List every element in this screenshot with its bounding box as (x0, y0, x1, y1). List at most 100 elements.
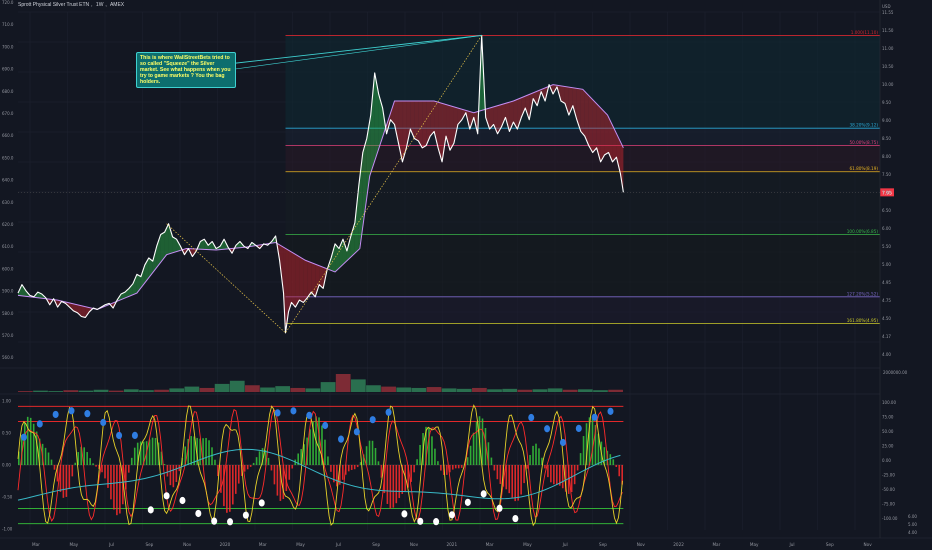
volume-bar (290, 387, 306, 392)
osc-histogram-bar (558, 465, 561, 486)
ribbon-segment (489, 106, 494, 130)
x-axis-tick: Sep (372, 542, 380, 547)
callout-pointer (227, 34, 482, 65)
volume-bar (456, 388, 472, 392)
ribbon-segment (168, 223, 173, 255)
right-axis-tick: 11.55 (882, 10, 894, 15)
osc-histogram-bar (386, 465, 389, 504)
osc-blue-dot (20, 433, 27, 441)
osc-histogram-bar (594, 425, 597, 465)
osc-histogram-bar (425, 426, 427, 465)
osc-histogram-bar (71, 465, 74, 477)
ribbon-segment (608, 117, 613, 162)
osc-histogram-bar (428, 428, 430, 465)
osc-histogram-bar (249, 465, 252, 467)
chart-header: Sprott Physical Silver Trust ETN, 1W, AM… (18, 2, 125, 8)
osc-histogram-bar (285, 465, 288, 492)
callout-pointer (227, 35, 482, 71)
exchange-label: AMEX (109, 2, 125, 8)
osc-histogram-bar (523, 465, 525, 484)
osc-histogram-bar (26, 416, 29, 465)
osc-histogram-bar (499, 465, 502, 484)
volume-bar (305, 388, 321, 392)
left-axis-tick: 570.0 (2, 333, 14, 338)
osc-histogram-bar (431, 436, 433, 465)
volume-bar (184, 386, 200, 392)
left-axis-tick: 640.0 (2, 178, 14, 183)
osc-histogram-bar (136, 442, 139, 465)
osc-white-dot (211, 517, 218, 525)
volume-bar (93, 389, 109, 392)
ribbon-segment (152, 246, 157, 273)
osc-blue-dot (385, 408, 392, 416)
osc-white-dot (448, 511, 455, 519)
left-axis-tick: 710.0 (2, 22, 14, 27)
osc-histogram-bar (466, 457, 469, 465)
ribbon-segment (402, 101, 407, 162)
ribbon-segment (81, 305, 86, 318)
volume-bar (214, 383, 230, 392)
volume-bar (593, 390, 608, 392)
osc-histogram-bar (297, 453, 300, 465)
volume-bar (577, 389, 593, 392)
ribbon-segment (370, 72, 375, 173)
osc-histogram-bar (130, 457, 133, 465)
left-axis-tick: 650.0 (2, 155, 14, 160)
osc-histogram-bar (255, 457, 258, 465)
osc-histogram-bar (83, 447, 85, 465)
osc-histogram-bar (38, 438, 41, 465)
osc-histogram-bar (151, 437, 154, 465)
ribbon-segment (331, 243, 336, 272)
osc-histogram-bar (484, 428, 487, 465)
x-axis-tick: Jul (788, 542, 794, 547)
x-axis-tick: Sep (826, 542, 834, 547)
osc-histogram-bar (104, 465, 106, 479)
x-axis-tick: Mar (486, 542, 494, 547)
osc-histogram-bar (344, 465, 347, 475)
ribbon-segment (513, 99, 518, 130)
osc-histogram-bar (181, 458, 184, 465)
ribbon-segment (497, 104, 502, 134)
annotation-callout[interactable]: This is where WallStreetBets tried to so… (136, 52, 236, 88)
osc-histogram-bar (609, 454, 612, 465)
interval-label[interactable]: 1W (95, 2, 104, 8)
osc-histogram-bar (220, 465, 222, 493)
osc-histogram-bar (237, 465, 240, 484)
osc-histogram-bar (612, 459, 615, 465)
osc-histogram-bar (505, 465, 508, 490)
right-axis-tick: 8.50 (882, 136, 891, 141)
osc-histogram-bar (582, 436, 585, 465)
osc-main-line (17, 404, 623, 527)
x-axis-tick: 2021 (446, 542, 457, 547)
x-axis-tick: Nov (183, 542, 192, 547)
osc-histogram-bar (493, 465, 496, 471)
osc-histogram-bar (508, 465, 511, 494)
ribbon-segment (533, 91, 538, 106)
fib-label: 50.00%(8.75) (849, 140, 878, 145)
fib-zone (285, 171, 881, 235)
ribbon-segment (620, 141, 624, 193)
ribbon-segment (21, 284, 26, 297)
ribbon-segment (350, 222, 355, 257)
ribbon-segment (148, 257, 153, 278)
fib-zone (285, 35, 881, 129)
fib-label: 100.00%(6.85) (847, 229, 879, 234)
ribbon-segment (283, 247, 286, 333)
right-axis-tick: 4.00 (882, 352, 891, 357)
osc-histogram-bar (541, 457, 543, 465)
osc-histogram-bar (407, 465, 409, 488)
osc-white-dot (195, 509, 202, 518)
osc-histogram-bar (32, 423, 35, 465)
osc-histogram-bar (341, 465, 344, 480)
osc-blue-dot (322, 421, 329, 430)
osc-histogram-bar (50, 459, 53, 465)
volume-bar (381, 386, 396, 392)
osc-histogram-bar (56, 465, 59, 482)
osc-histogram-bar (413, 465, 415, 473)
volume-bar (335, 374, 351, 392)
osc-histogram-bar (303, 444, 305, 465)
osc-histogram-bar (44, 447, 47, 465)
osc-histogram-bar (362, 454, 365, 465)
